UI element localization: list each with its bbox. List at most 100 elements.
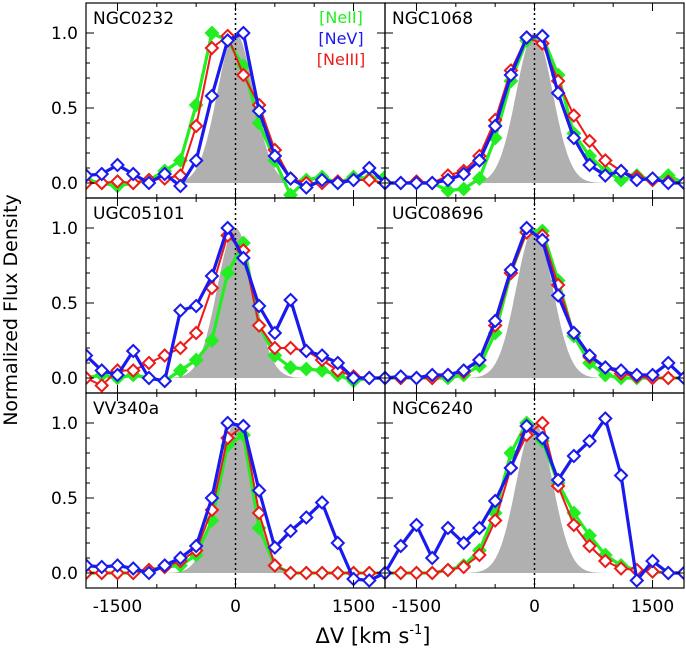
marker-nev	[204, 88, 220, 104]
marker-nev	[424, 550, 440, 566]
marker-neiii	[660, 370, 676, 386]
y-tick-label: 0.5	[51, 99, 78, 119]
marker-neiii	[125, 363, 141, 378]
marker-neiii	[157, 348, 173, 363]
marker-neiii	[110, 565, 125, 581]
marker-nev	[424, 367, 440, 383]
marker-nev	[235, 250, 251, 266]
y-tick-label: 1.0	[51, 414, 78, 434]
x-tick-label: 1500	[332, 597, 375, 617]
marker-neiii	[283, 565, 298, 581]
legend-entry: [NeV]	[318, 29, 363, 48]
marker-nev	[409, 175, 424, 191]
legend-entry: [NeIII]	[317, 50, 365, 69]
marker-nev	[361, 160, 377, 176]
panel-title: NGC0232	[93, 9, 174, 29]
marker-neii	[283, 187, 298, 198]
series-nev	[385, 28, 684, 191]
marker-nev	[409, 370, 424, 386]
marker-neiii	[534, 415, 550, 431]
x-tick-label: -1500	[93, 597, 142, 617]
marker-nev	[157, 166, 173, 182]
marker-nev	[94, 559, 110, 575]
marker-nev	[660, 565, 676, 581]
marker-nev	[582, 157, 597, 173]
marker-nev	[251, 483, 267, 498]
marker-nev	[472, 520, 487, 536]
marker-neiii	[94, 378, 110, 393]
marker-nev	[597, 411, 613, 426]
marker-nev	[298, 180, 314, 195]
marker-nev	[94, 363, 110, 378]
y-tick-label: 1.0	[51, 219, 78, 239]
series-nev	[86, 220, 385, 389]
marker-nev	[487, 118, 503, 134]
marker-neiii	[173, 340, 188, 356]
y-tick-label: 0.5	[51, 294, 78, 314]
marker-neiii	[597, 553, 613, 569]
marker-nev	[629, 573, 645, 588]
marker-nev	[361, 573, 377, 588]
marker-nev	[613, 163, 629, 179]
marker-neiii	[487, 513, 503, 528]
y-tick-label: 0.0	[51, 369, 78, 389]
marker-nev	[597, 168, 613, 183]
marker-nev	[141, 175, 157, 191]
x-axis-label-main: ΔV [km s	[315, 624, 409, 648]
y-axis-label: Normalized Flux Density	[0, 194, 22, 426]
marker-nev	[629, 172, 645, 188]
marker-nev	[125, 561, 141, 576]
marker-neiii	[298, 565, 314, 581]
marker-nev	[330, 175, 346, 191]
series-nev	[86, 415, 385, 588]
marker-nev	[125, 166, 141, 182]
marker-neiii	[330, 565, 346, 581]
marker-nev	[487, 493, 503, 509]
marker-nev	[94, 166, 110, 182]
marker-nev	[173, 178, 188, 194]
series-nev	[86, 25, 385, 195]
marker-nev	[660, 175, 676, 191]
ticks	[86, 393, 385, 588]
marker-neiii	[267, 340, 283, 356]
y-tick-label: 0.0	[51, 564, 78, 584]
marker-neiii	[283, 340, 298, 356]
marker-nev	[298, 343, 314, 359]
x-tick-label: -1500	[392, 597, 441, 617]
marker-nev	[157, 558, 173, 573]
marker-nev	[424, 175, 440, 191]
marker-nev	[314, 172, 330, 188]
marker-nev	[472, 352, 487, 368]
marker-nev	[86, 168, 94, 183]
marker-neiii	[188, 118, 204, 134]
marker-nev	[645, 171, 660, 186]
marker-neiii	[456, 559, 472, 575]
marker-nev	[645, 553, 660, 569]
marker-nev	[550, 288, 566, 303]
marker-nev	[629, 367, 645, 383]
marker-neiii	[472, 547, 487, 563]
marker-nev	[125, 343, 141, 359]
marker-nev	[519, 30, 535, 45]
x-tick-label: 0	[230, 597, 241, 617]
panel-ugc08696: UGC08696	[384, 197, 685, 394]
panel-title: NGC6240	[392, 399, 473, 419]
marker-nev	[582, 348, 597, 363]
y-tick-label: 0.0	[51, 174, 78, 194]
marker-nev	[330, 535, 346, 551]
marker-nev	[235, 418, 251, 434]
marker-nev	[613, 468, 629, 483]
panel-grid: 0.0 0.5 1.0 NGC0232 NGC1068 0.0 0.5 1.0 UGC05101…	[51, 2, 685, 617]
marker-neiii	[267, 558, 283, 573]
marker-neiii	[314, 565, 330, 581]
marker-nev	[409, 517, 424, 533]
marker-nev	[157, 373, 173, 389]
marker-nev	[534, 232, 550, 248]
marker-nev	[393, 369, 409, 384]
ticks	[385, 393, 684, 588]
marker-neiii	[141, 355, 157, 371]
marker-nev	[613, 363, 629, 378]
marker-neiii	[409, 565, 424, 581]
ticks	[385, 3, 684, 198]
